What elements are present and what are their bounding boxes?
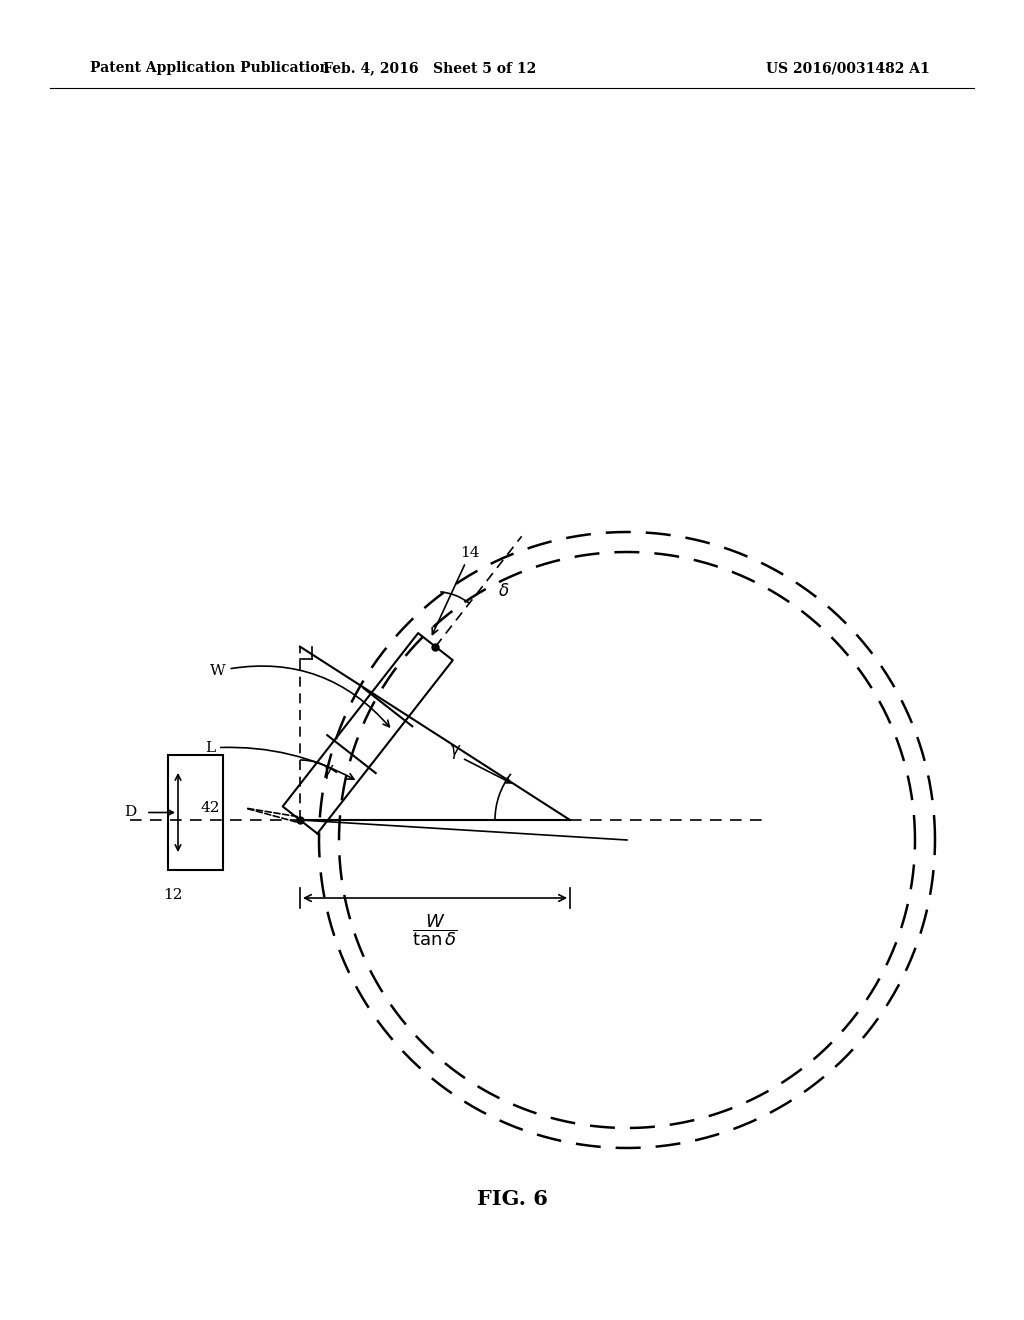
- Text: $\gamma$: $\gamma$: [449, 743, 461, 762]
- Text: L: L: [205, 741, 354, 779]
- Text: US 2016/0031482 A1: US 2016/0031482 A1: [766, 61, 930, 75]
- Text: D: D: [124, 805, 136, 820]
- Bar: [168, 755, 223, 870]
- Text: $\delta$: $\delta$: [498, 583, 509, 601]
- Text: FIG. 6: FIG. 6: [476, 1188, 548, 1209]
- Text: Feb. 4, 2016   Sheet 5 of 12: Feb. 4, 2016 Sheet 5 of 12: [324, 61, 537, 75]
- Text: W: W: [210, 664, 389, 727]
- Text: 12: 12: [163, 888, 182, 902]
- Text: Patent Application Publication: Patent Application Publication: [90, 61, 330, 75]
- Text: $\gamma$: $\gamma$: [322, 763, 334, 781]
- Text: 14: 14: [432, 545, 480, 635]
- Text: 42: 42: [201, 801, 220, 814]
- Text: $\dfrac{W}{\tan\delta}$: $\dfrac{W}{\tan\delta}$: [413, 912, 458, 948]
